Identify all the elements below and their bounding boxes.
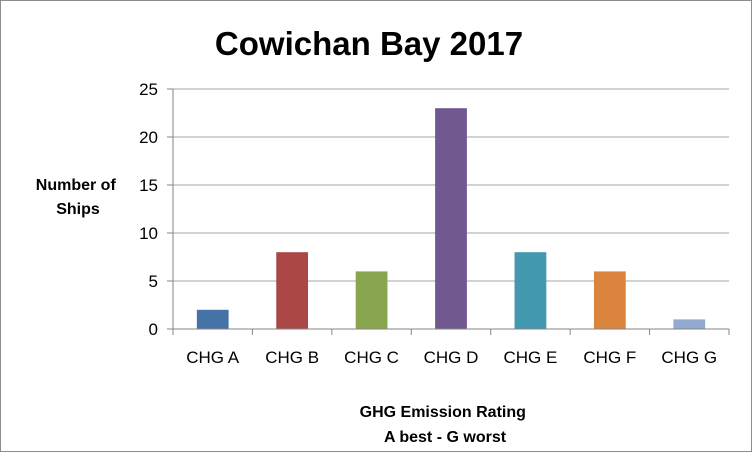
y-tick-label: 20 [139,128,158,147]
x-tick-label: CHG F [583,348,636,367]
x-axis-title-line-1: GHG Emission Rating [360,404,526,421]
bar-chg-d [435,108,467,329]
x-tick-label: CHG A [186,348,240,367]
chart-title: Cowichan Bay 2017 [215,25,523,62]
bar-chg-b [276,252,309,329]
x-tick-label: CHG B [265,348,319,367]
bar-chg-g [673,319,706,329]
x-tick-label: CHG C [344,348,399,367]
bar-chg-f [593,271,626,329]
y-tick-label: 10 [139,224,158,243]
x-tick-label: CHG D [424,348,479,367]
bar-chg-c [355,271,388,329]
axes: 0 5 10 15 20 25 CHG A CHG B CHG C CHG D CHG E CHG F… [139,80,730,367]
x-axis-title: GHG Emission Rating A best - G worst [360,404,531,446]
y-tick-label: 25 [139,80,158,99]
bar-chg-e [514,252,547,329]
y-axis-title-line-2: Ships [56,201,100,218]
bars [196,108,706,329]
x-tick-label: CHG G [661,348,717,367]
y-tick-label: 15 [139,176,158,195]
y-axis-title-line-1: Number of [36,177,117,194]
y-tick-label: 0 [149,320,158,339]
x-tick-label: CHG E [504,348,558,367]
y-axis-title: Number of Ships [36,177,120,218]
x-axis-title-line-2: A best - G worst [384,429,507,446]
y-tick-label: 5 [149,272,158,291]
bar-chg-a [196,309,229,329]
